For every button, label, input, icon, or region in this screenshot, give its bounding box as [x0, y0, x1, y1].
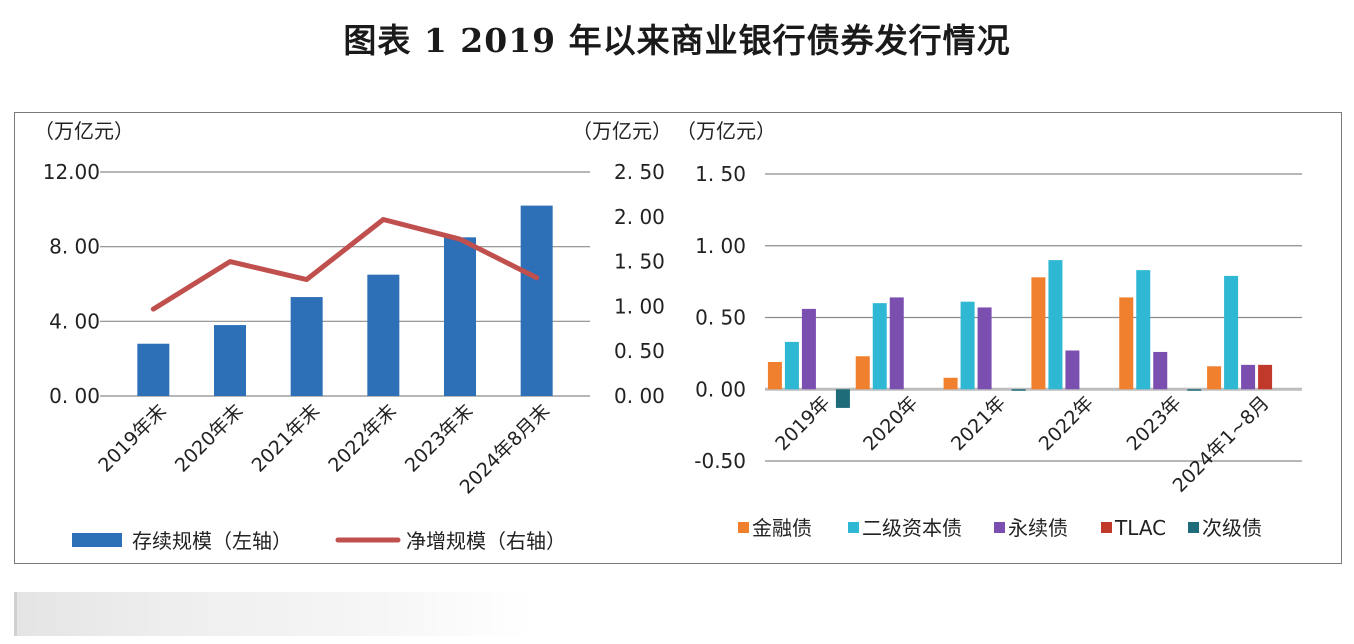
legend-swatch: [848, 522, 859, 533]
issuance-bar: [943, 377, 958, 390]
issuance-bar: [1224, 275, 1239, 390]
page-shadow: [14, 592, 534, 636]
legend-label-net: 净增规模（右轴）: [406, 529, 566, 553]
issuance-bar: [1065, 350, 1080, 390]
issuance-bar: [1153, 351, 1168, 390]
issuance-bar: [889, 297, 904, 390]
stock-bar: [214, 325, 246, 396]
right-axis-tick-label: 0. 00: [614, 384, 665, 408]
issuance-bar: [1207, 366, 1222, 390]
net-increase-line: [150, 216, 540, 312]
right-category-label: 2020年: [859, 392, 922, 455]
left-category-label: 2021年末: [248, 400, 325, 477]
legend-swatch: [738, 522, 749, 533]
left-chart-left-unit: （万亿元）: [34, 119, 134, 143]
legend-label: 永续债: [1008, 516, 1068, 540]
legend-label: TLAC: [1114, 516, 1166, 540]
left-category-label: 2023年末: [401, 400, 478, 477]
stock-bar: [290, 297, 323, 396]
right-axis-tick-label: 0. 50: [695, 306, 746, 330]
right-axis-tick-label: 2. 00: [614, 205, 665, 229]
issuance-bar: [872, 303, 887, 390]
left-axis-tick-label: 8. 00: [49, 235, 100, 259]
issuance-bar: [801, 308, 816, 390]
right-axis-tick-label: 1. 50: [695, 162, 746, 186]
issuance-bar: [1258, 364, 1273, 390]
issuance-bar: [1241, 364, 1256, 390]
right-axis-tick-label: 1. 50: [614, 250, 665, 274]
right-chart: -0.50 0. 00 0. 50 1. 00 1. 50 2019年 2020年 2021年…: [694, 162, 1302, 540]
legend-label: 次级债: [1202, 516, 1262, 540]
right-category-label: 2023年: [1123, 392, 1186, 455]
right-axis-tick-label: 1. 00: [614, 294, 665, 318]
issuance-bar: [1048, 260, 1063, 390]
issuance-bar: [835, 389, 850, 408]
issuance-bar: [784, 341, 799, 390]
left-category-label: 2019年末: [94, 400, 171, 477]
legend-label: 金融债: [752, 516, 812, 540]
left-axis-tick-label: 4. 00: [49, 309, 100, 333]
stock-bar: [520, 205, 553, 396]
stock-bar: [444, 237, 476, 396]
right-category-label: 2021年: [947, 392, 1010, 455]
right-axis-tick-label: 0. 00: [695, 377, 746, 401]
issuance-bar: [1031, 277, 1046, 390]
issuance-bar: [1119, 297, 1134, 390]
right-category-label: 2019年: [771, 392, 834, 455]
legend-swatch-stock: [72, 533, 122, 547]
right-axis-tick-label: 2. 50: [614, 160, 665, 184]
right-chart-unit: （万亿元）: [676, 119, 776, 143]
page-title: 图表 1 2019 年以来商业银行债券发行情况: [343, 21, 1011, 60]
stock-bar: [367, 274, 400, 396]
right-category-label: 2022年: [1035, 392, 1098, 455]
legend-swatch: [1101, 522, 1112, 533]
legend-label: 二级资本债: [862, 516, 962, 540]
left-chart-right-unit: （万亿元）: [572, 119, 672, 143]
page-shadow-edge: [14, 592, 17, 636]
issuance-bar: [1187, 389, 1202, 391]
legend-swatch: [1188, 522, 1199, 533]
right-axis-tick-label: -0.50: [694, 449, 746, 473]
left-axis-tick-label: 0. 00: [49, 384, 100, 408]
legend-label-stock: 存续规模（左轴）: [132, 529, 292, 553]
issuance-bar: [960, 301, 975, 390]
legend-swatch: [994, 522, 1005, 533]
stock-bar: [137, 343, 170, 396]
issuance-bar: [767, 361, 782, 390]
issuance-bar: [855, 356, 870, 390]
issuance-bar: [977, 307, 992, 390]
left-category-label: 2022年末: [324, 400, 401, 477]
figure-frame: [14, 112, 1342, 564]
left-category-label: 2020年末: [171, 400, 248, 477]
left-chart: 0. 00 4. 00 8. 00 12.00 0. 00 0. 50 1. 00 1. 50…: [43, 160, 665, 553]
right-axis-tick-label: 0. 50: [614, 339, 665, 363]
issuance-bar: [1136, 270, 1151, 390]
right-axis-tick-label: 1. 00: [695, 234, 746, 258]
issuance-bar: [1011, 389, 1026, 391]
left-axis-tick-label: 12.00: [43, 160, 100, 184]
